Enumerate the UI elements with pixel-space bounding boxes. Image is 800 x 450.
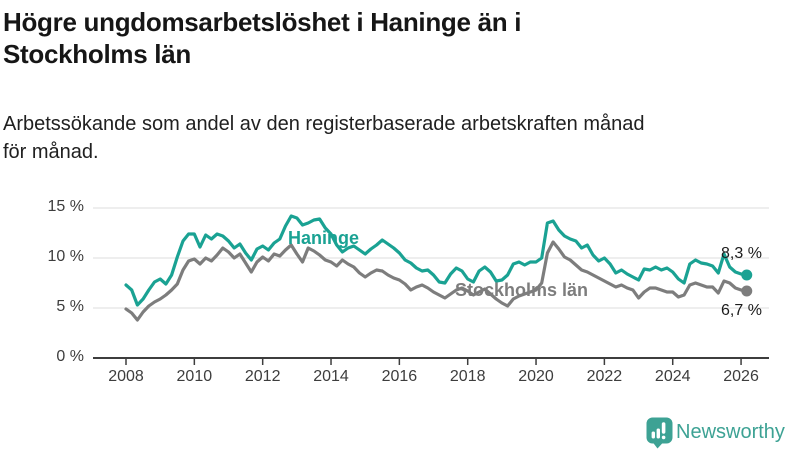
x-tick-label: 2012: [244, 368, 281, 385]
y-tick-label: 10 %: [47, 248, 84, 265]
series-end-dot: [741, 285, 753, 297]
title-line-2: Stockholms län: [3, 39, 191, 69]
series-label-haninge: Haninge: [288, 228, 360, 248]
x-tick-label: 2022: [586, 368, 623, 385]
x-tick-label: 2024: [654, 368, 691, 385]
x-tick-label: 2020: [518, 368, 554, 385]
newsworthy-wordmark: Newsworthy: [676, 421, 785, 443]
x-tick-label: 2026: [723, 368, 759, 385]
y-tick-label: 5 %: [56, 298, 84, 315]
series-label-stockholms-lan: Stockholms län: [455, 280, 589, 300]
x-tick-label: 2014: [313, 368, 349, 385]
y-tick-label: 0 %: [56, 348, 84, 365]
title-line-1: Högre ungdomsarbetslöshet i Haninge än i: [3, 7, 522, 37]
page-title: Högre ungdomsarbetslöshet i Haninge än i…: [3, 6, 763, 70]
subtitle-line-2: för månad.: [3, 141, 99, 163]
series-line-stockholms-l-n: [124, 240, 749, 322]
x-tick-label: 2008: [108, 368, 144, 385]
subtitle-line-1: Arbetssökande som andel av den registerb…: [3, 113, 645, 135]
x-tick-label: 2018: [449, 368, 486, 385]
x-tick-label: 2010: [176, 368, 213, 385]
newsworthy-logo-icon: [646, 417, 673, 449]
series-line-haninge: [124, 214, 749, 307]
series-end-dot: [741, 269, 753, 281]
chart-subtitle: Arbetssökande som andel av den registerb…: [3, 110, 793, 166]
end-value-haninge: 8,3 %: [721, 245, 762, 262]
end-value-stockholms-lan: 6,7 %: [721, 302, 762, 319]
y-tick-label: 15 %: [47, 198, 84, 215]
x-tick-label: 2016: [381, 368, 418, 385]
